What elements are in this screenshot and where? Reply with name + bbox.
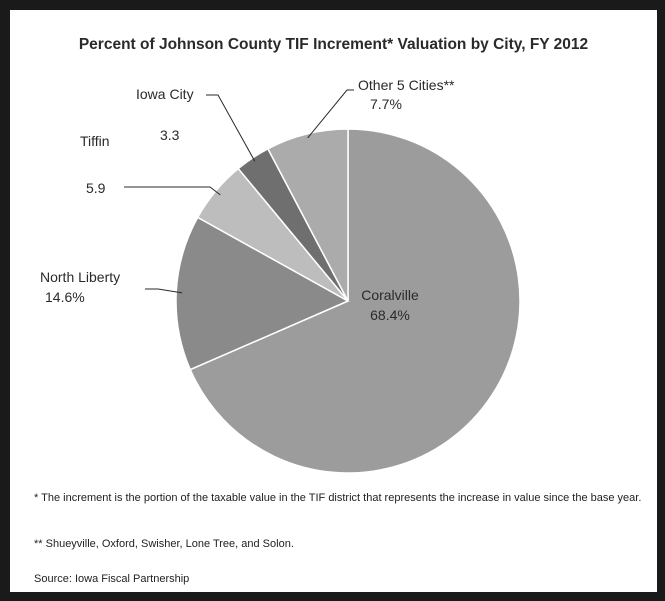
slice-label-coralville: Coralville — [361, 287, 419, 303]
leader-lines — [124, 89, 354, 294]
leader-line-tiffin — [124, 186, 221, 196]
chart-title: Percent of Johnson County TIF Increment*… — [78, 36, 589, 53]
slice-label-tiffin: Tiffin — [80, 133, 110, 149]
leader-line-north-liberty — [145, 288, 183, 294]
slice-label-north-liberty: North Liberty — [40, 269, 120, 285]
value-label-coralville: 68.4% — [370, 307, 410, 323]
pie-chart: Coralville 68.4% North Liberty 14.6% Tif… — [40, 77, 521, 474]
value-label-other-5-cities: 7.7% — [370, 96, 402, 112]
pie-slice-other-5-cities — [266, 128, 349, 302]
leader-line-other-5-cities — [307, 89, 354, 139]
source-note: Source: Iowa Fiscal Partnership — [34, 573, 190, 585]
pie-slice-north-liberty — [175, 216, 350, 371]
value-label-iowa-city: 3.3 — [160, 127, 180, 143]
pie-slices — [175, 128, 521, 474]
chart-panel: Percent of Johnson County TIF Increment*… — [10, 10, 657, 592]
pie-slice-coralville — [189, 128, 521, 474]
slice-label-iowa-city: Iowa City — [136, 86, 194, 102]
footnote-increment: * The increment is the portion of the ta… — [34, 492, 642, 504]
value-label-tiffin: 5.9 — [86, 180, 106, 196]
slice-label-other-5-cities: Other 5 Cities** — [358, 77, 455, 93]
leader-line-iowa-city — [206, 94, 256, 162]
footnote-other-cities: ** Shueyville, Oxford, Swisher, Lone Tre… — [34, 538, 294, 550]
value-label-north-liberty: 14.6% — [45, 289, 85, 305]
